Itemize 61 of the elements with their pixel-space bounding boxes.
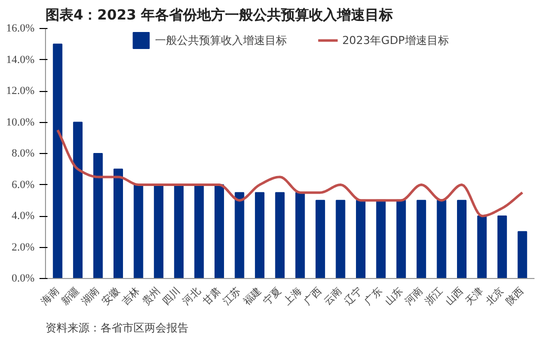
x-tick-label: 贵州 — [140, 284, 163, 308]
bar — [73, 122, 83, 278]
bar — [316, 200, 326, 278]
bar — [376, 200, 386, 278]
x-tick-label: 云南 — [322, 284, 344, 308]
bar — [295, 192, 305, 278]
bar — [477, 216, 487, 278]
bar — [194, 184, 204, 278]
x-tick-label: 安徽 — [100, 284, 122, 308]
x-tick-label: 山西 — [443, 284, 466, 308]
x-tick-label: 福建 — [240, 284, 264, 308]
y-tick-label: 6.0% — [12, 178, 35, 191]
y-tick-label: 16.0% — [6, 22, 35, 34]
bar — [275, 192, 285, 278]
bar — [52, 44, 62, 278]
bar — [336, 200, 346, 278]
bar — [114, 168, 123, 278]
bar — [436, 200, 446, 278]
bar — [93, 153, 103, 278]
x-tick-label: 天津 — [463, 284, 486, 308]
bar — [416, 200, 426, 278]
x-tick-label: 江苏 — [220, 284, 244, 308]
x-tick-label: 海南 — [38, 284, 62, 308]
y-tick-label: 8.0% — [12, 148, 35, 160]
bar — [457, 200, 466, 278]
bar — [134, 184, 144, 278]
x-tick-label: 浙江 — [422, 284, 446, 308]
bar — [234, 192, 244, 278]
bar — [254, 192, 264, 278]
text: 资料来源：各省市区两会报告 — [46, 322, 188, 334]
bar — [154, 184, 164, 278]
bar — [174, 184, 184, 278]
bar — [497, 216, 507, 278]
x-tick-label: 山东 — [382, 284, 406, 308]
x-tick-label: 湖南 — [79, 284, 102, 308]
bar — [396, 200, 406, 278]
x-tick-label: 陕西 — [504, 284, 526, 308]
y-tick-label: 0.0% — [12, 272, 35, 284]
x-tick-label: 吉林 — [120, 284, 142, 308]
legend-label: 一般公共预算收入增速目标 — [155, 32, 288, 48]
chart-title: 图表4：2023 年各省份地方一般公共预算收入增速目标 — [46, 6, 394, 24]
bar — [356, 200, 366, 278]
y-tick-label: 10.0% — [6, 116, 35, 128]
y-tick-label: 4.0% — [12, 210, 35, 222]
x-tick-label: 宁夏 — [261, 284, 284, 308]
x-tick-label: 新疆 — [59, 284, 82, 308]
legend-label: 2023年GDP增速目标 — [342, 32, 449, 48]
y-tick-label: 14.0% — [6, 54, 35, 66]
x-tick-label: 河北 — [180, 284, 203, 308]
x-tick-label: 河南 — [402, 284, 426, 308]
bar — [214, 184, 224, 278]
x-tick-label: 上海 — [281, 284, 304, 308]
x-tick-label: 广西 — [302, 284, 324, 308]
y-tick-label: 12.0% — [6, 85, 35, 97]
bar — [518, 231, 528, 278]
y-tick-label: 2.0% — [12, 241, 35, 254]
x-tick-label: 四川 — [160, 284, 183, 308]
x-tick-label: 广东 — [362, 284, 385, 308]
x-tick-label: 北京 — [483, 284, 506, 308]
x-tick-label: 辽宁 — [342, 284, 365, 308]
x-tick-label: 甘肃 — [200, 284, 224, 308]
